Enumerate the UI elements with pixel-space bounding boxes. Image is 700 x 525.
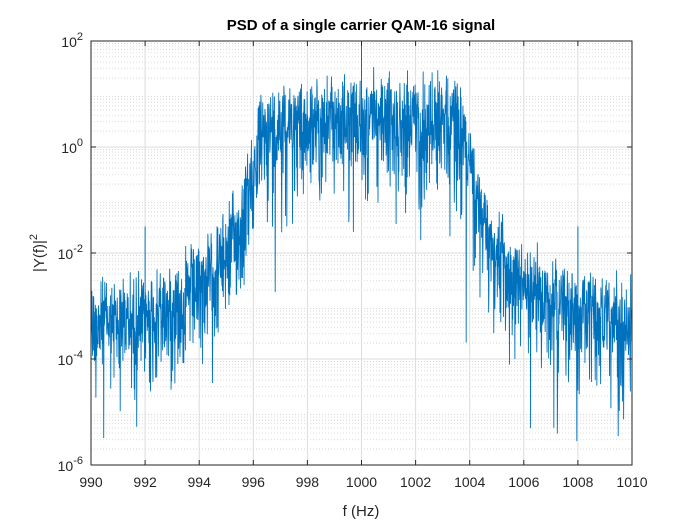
y-tick-labels: 10-6 10-4 10-2 100 102 [58,31,83,474]
x-tick-label: 1000 [346,474,377,490]
axis-ticks [90,40,633,466]
x-tick-labels: 990 992 994 996 998 1000 1002 1004 1006 1008 1010 [79,474,647,490]
x-tick-label: 994 [188,474,212,490]
x-tick-label: 996 [242,474,266,490]
x-tick-label: 992 [133,474,157,490]
psd-series-line [91,67,632,442]
x-tick-label: 1010 [616,474,647,490]
chart-title: PSD of a single carrier QAM-16 signal [227,17,495,34]
y-axis-label: |Y(f)|2 [28,234,48,272]
x-tick-label: 990 [79,474,103,490]
y-tick-label: 102 [61,31,83,50]
x-tick-label: 1002 [400,474,431,490]
y-tick-label: 10-4 [58,349,83,368]
y-tick-label: 100 [61,137,83,156]
y-tick-label: 10-6 [58,455,83,474]
x-tick-label: 1008 [562,474,593,490]
y-tick-label: 10-2 [58,243,83,262]
x-tick-label: 998 [296,474,320,490]
x-axis-label: f (Hz) [343,503,380,520]
x-tick-label: 1004 [454,474,485,490]
x-tick-label: 1006 [508,474,539,490]
psd-spikes [144,41,579,322]
